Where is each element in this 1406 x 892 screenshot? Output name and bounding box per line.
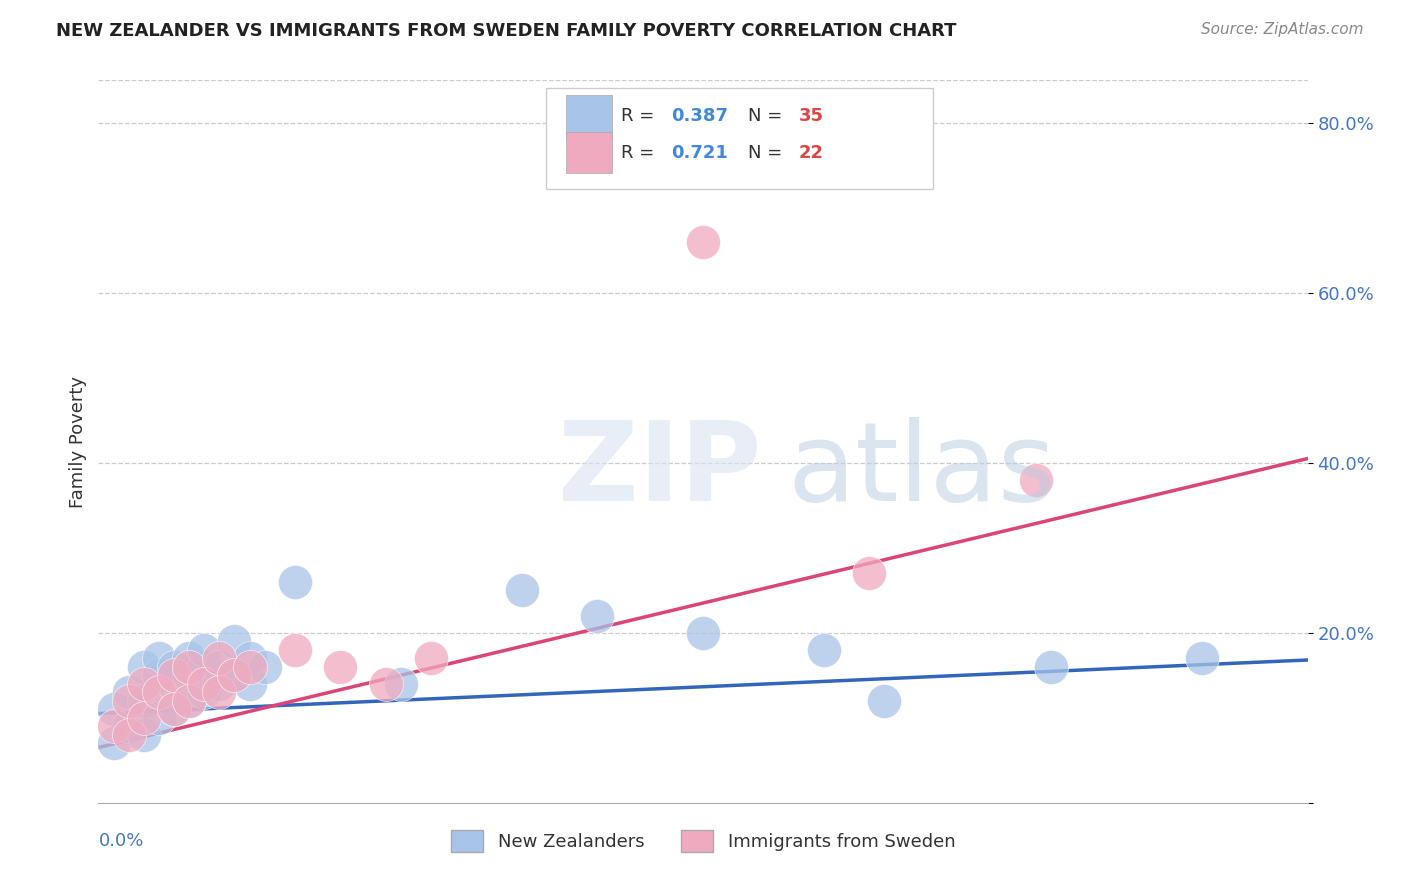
Point (193, 660, 215, 674)
Point (224, 634, 246, 648)
Text: N =: N = (748, 107, 787, 126)
Point (193, 685, 215, 699)
Point (193, 677, 215, 691)
Point (163, 668, 186, 682)
Point (389, 677, 412, 691)
Point (510, 583, 533, 598)
Legend: New Zealanders, Immigrants from Sweden: New Zealanders, Immigrants from Sweden (444, 822, 962, 859)
Point (208, 651, 231, 665)
Point (1191, 651, 1213, 665)
Point (586, 608, 609, 623)
Text: R =: R = (621, 144, 659, 161)
Point (179, 651, 201, 665)
FancyBboxPatch shape (567, 95, 613, 137)
Point (163, 660, 186, 674)
Point (132, 711, 155, 725)
Point (239, 660, 262, 674)
Point (208, 677, 231, 691)
Text: ZIP: ZIP (558, 417, 761, 524)
Point (284, 642, 307, 657)
Text: 0.0%: 0.0% (98, 831, 143, 850)
Text: 22: 22 (799, 144, 824, 161)
Point (208, 685, 231, 699)
Point (239, 651, 262, 665)
Point (148, 668, 170, 682)
Point (858, 566, 880, 581)
Y-axis label: Family Poverty: Family Poverty (69, 376, 87, 508)
Point (224, 668, 246, 682)
Point (179, 694, 201, 708)
Point (103, 719, 125, 733)
Point (163, 702, 186, 716)
Point (118, 694, 141, 708)
Text: 35: 35 (799, 107, 824, 126)
Point (132, 694, 155, 708)
Text: 0.721: 0.721 (672, 144, 728, 161)
Point (284, 574, 307, 589)
Text: NEW ZEALANDER VS IMMIGRANTS FROM SWEDEN FAMILY POVERTY CORRELATION CHART: NEW ZEALANDER VS IMMIGRANTS FROM SWEDEN … (56, 22, 956, 40)
Point (179, 694, 201, 708)
Point (132, 660, 155, 674)
Point (103, 702, 125, 716)
Point (253, 660, 276, 674)
FancyBboxPatch shape (567, 132, 613, 173)
Point (329, 660, 352, 674)
Point (163, 677, 186, 691)
Point (1039, 660, 1062, 674)
Point (132, 728, 155, 742)
Point (163, 702, 186, 716)
Point (692, 625, 714, 640)
Text: R =: R = (621, 107, 659, 126)
Point (148, 685, 170, 699)
Text: atlas: atlas (787, 417, 1056, 524)
Point (193, 642, 215, 657)
Point (118, 685, 141, 699)
Point (208, 660, 231, 674)
Point (132, 677, 155, 691)
Point (118, 728, 141, 742)
Text: 0.387: 0.387 (672, 107, 728, 126)
Point (692, 235, 714, 249)
Point (813, 642, 835, 657)
Point (374, 677, 396, 691)
Point (179, 668, 201, 682)
Text: N =: N = (748, 144, 787, 161)
Point (118, 719, 141, 733)
Point (103, 736, 125, 750)
Point (1025, 473, 1047, 487)
Point (224, 668, 246, 682)
Point (420, 651, 443, 665)
Text: Source: ZipAtlas.com: Source: ZipAtlas.com (1201, 22, 1364, 37)
Point (148, 711, 170, 725)
Point (179, 660, 201, 674)
FancyBboxPatch shape (546, 87, 932, 189)
Point (239, 677, 262, 691)
Point (873, 694, 896, 708)
Point (148, 651, 170, 665)
